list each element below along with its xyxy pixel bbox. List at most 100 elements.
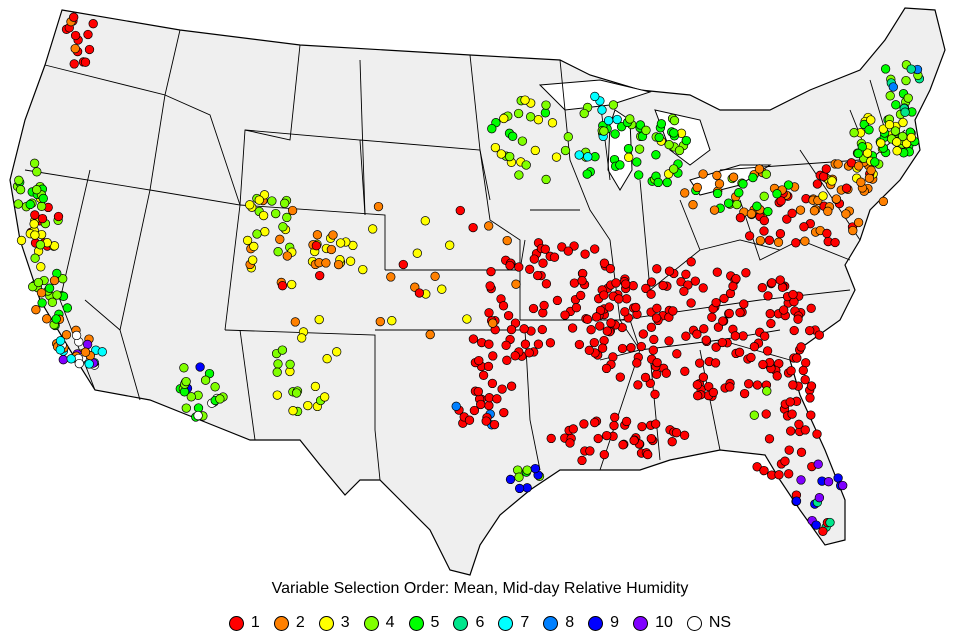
station-marker xyxy=(520,95,530,105)
station-marker xyxy=(730,331,740,341)
station-marker xyxy=(650,389,660,399)
station-marker xyxy=(870,157,880,167)
station-marker xyxy=(451,401,461,411)
station-marker xyxy=(533,339,544,349)
station-marker xyxy=(31,305,41,315)
station-marker xyxy=(586,325,596,335)
station-marker xyxy=(584,345,594,355)
station-marker xyxy=(669,115,680,126)
station-marker xyxy=(487,378,498,389)
station-marker xyxy=(671,428,682,438)
station-marker xyxy=(738,331,748,341)
station-marker xyxy=(698,283,708,293)
station-marker xyxy=(492,394,502,404)
station-marker xyxy=(74,358,84,369)
station-marker xyxy=(748,172,758,183)
station-marker xyxy=(761,409,771,419)
legend-swatch xyxy=(363,615,379,631)
station-marker xyxy=(590,417,600,428)
station-marker xyxy=(52,290,62,300)
station-marker xyxy=(609,420,619,431)
station-marker xyxy=(667,437,677,447)
station-marker xyxy=(818,191,828,201)
station-marker xyxy=(669,164,679,174)
station-marker xyxy=(744,231,755,241)
station-marker xyxy=(38,193,48,204)
station-marker xyxy=(857,142,867,152)
station-marker xyxy=(711,297,721,308)
legend-label: 8 xyxy=(565,614,575,631)
station-marker xyxy=(806,381,817,391)
station-marker xyxy=(579,419,589,429)
legend-item: 10 xyxy=(633,614,673,632)
station-marker xyxy=(499,407,509,418)
station-marker xyxy=(681,331,691,341)
legend-label: 4 xyxy=(385,614,395,631)
station-marker xyxy=(242,235,253,246)
station-marker xyxy=(623,144,634,154)
station-marker xyxy=(455,205,465,216)
station-marker xyxy=(30,210,40,220)
station-marker xyxy=(603,115,614,126)
station-marker xyxy=(590,91,600,102)
station-marker xyxy=(853,217,864,228)
station-marker xyxy=(508,131,518,141)
station-marker xyxy=(557,242,567,252)
station-marker xyxy=(866,115,876,125)
station-marker xyxy=(29,158,40,168)
station-marker xyxy=(525,112,536,122)
station-marker xyxy=(615,160,625,170)
station-marker xyxy=(823,206,833,216)
station-marker xyxy=(798,365,808,376)
station-marker xyxy=(653,177,663,188)
station-marker xyxy=(900,107,910,117)
station-marker xyxy=(809,206,820,216)
station-marker xyxy=(288,406,298,416)
station-marker xyxy=(800,375,810,385)
station-marker xyxy=(830,237,840,248)
station-marker xyxy=(505,151,515,162)
station-marker xyxy=(483,361,494,372)
station-marker xyxy=(310,381,321,392)
station-marker xyxy=(574,150,584,160)
station-marker xyxy=(252,229,262,239)
station-marker xyxy=(597,343,608,353)
station-marker xyxy=(425,329,435,340)
station-marker xyxy=(430,271,440,281)
station-marker xyxy=(290,317,300,327)
station-marker xyxy=(866,165,876,175)
station-marker xyxy=(538,258,548,268)
station-marker xyxy=(710,358,721,368)
station-marker xyxy=(780,456,790,466)
station-marker xyxy=(279,198,290,208)
station-marker xyxy=(746,209,757,219)
station-marker xyxy=(664,266,675,276)
station-marker xyxy=(521,160,531,170)
station-marker xyxy=(636,341,646,352)
station-marker xyxy=(610,129,620,139)
station-marker xyxy=(759,215,769,226)
station-marker xyxy=(582,314,593,324)
legend-swatch xyxy=(543,615,559,631)
station-marker xyxy=(267,196,277,206)
station-marker xyxy=(680,366,690,376)
station-marker xyxy=(791,238,801,248)
station-marker xyxy=(775,275,785,285)
station-marker xyxy=(841,209,851,219)
station-marker xyxy=(311,241,322,251)
station-marker xyxy=(599,126,609,136)
station-marker xyxy=(49,275,60,286)
station-marker xyxy=(764,235,775,245)
station-marker xyxy=(669,128,679,138)
legend-swatch xyxy=(498,615,514,631)
station-marker xyxy=(490,142,501,153)
station-marker xyxy=(681,269,691,279)
station-marker xyxy=(469,405,480,416)
station-marker xyxy=(776,196,786,206)
station-marker xyxy=(277,281,288,291)
station-marker xyxy=(83,29,93,40)
legend-label: 6 xyxy=(475,614,485,631)
station-marker xyxy=(759,191,769,201)
station-marker xyxy=(632,358,642,368)
station-marker xyxy=(571,303,582,313)
